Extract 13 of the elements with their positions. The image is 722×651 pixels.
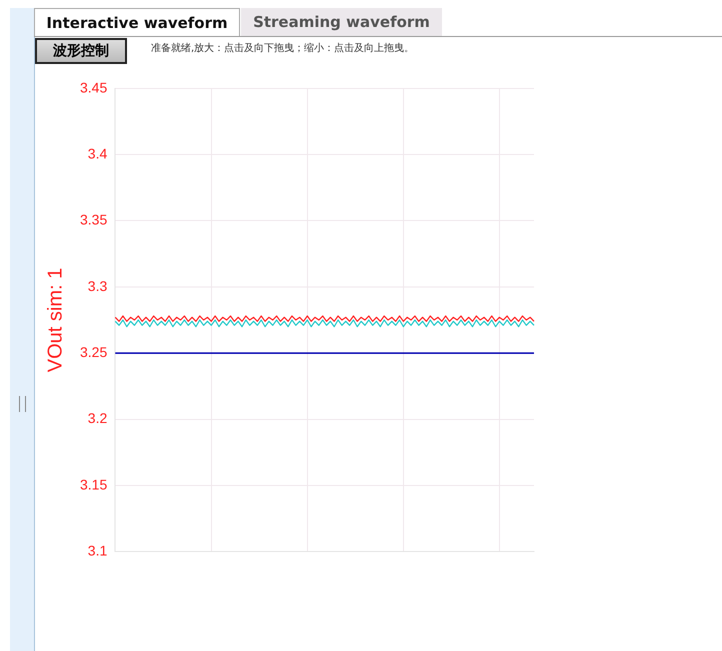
y-tick-label: 3.15 bbox=[80, 476, 108, 492]
y-tick-label: 3.25 bbox=[80, 344, 108, 360]
text: Streaming waveform bbox=[241, 8, 442, 36]
y-tick-label: 3.1 bbox=[88, 542, 108, 558]
y-tick-label: 3.3 bbox=[88, 278, 108, 294]
text: Interactive waveform bbox=[34, 8, 240, 36]
y-tick-label: 3.4 bbox=[88, 145, 108, 162]
y-tick-label: 3.2 bbox=[88, 410, 108, 426]
text: 准备就绪,放大：点击及向下拖曳；缩小：点击及向上拖曳。 bbox=[151, 42, 414, 55]
y-tick-label: 3.45 bbox=[80, 79, 108, 96]
y-axis-title: VOut sim: 1 bbox=[44, 268, 67, 372]
text: 波形控制 bbox=[35, 38, 127, 64]
y-tick-label: 3.35 bbox=[80, 212, 108, 228]
